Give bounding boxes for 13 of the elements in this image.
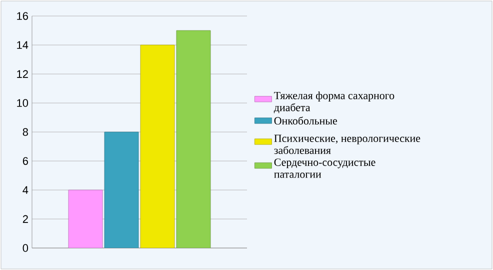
legend-label: Сердечно-сосудистые паталогии xyxy=(274,158,376,178)
y-tick-label: 10 xyxy=(17,99,28,107)
y-tick-label: 2 xyxy=(22,215,28,223)
y-tick-label: 16 xyxy=(17,12,28,20)
y-tick-label: 12 xyxy=(17,70,28,78)
legend-label: Психические, неврологические заболевания xyxy=(274,134,420,154)
y-tick-label: 4 xyxy=(22,186,28,194)
y-tick-label: 6 xyxy=(22,157,28,165)
legend-label: Тяжелая форма сахарного диабета xyxy=(274,92,394,114)
y-tick-label: 0 xyxy=(22,244,28,252)
legend-label: Онкобольные xyxy=(274,116,338,125)
y-tick-label: 8 xyxy=(22,128,28,136)
y-tick-label: 14 xyxy=(17,41,28,49)
